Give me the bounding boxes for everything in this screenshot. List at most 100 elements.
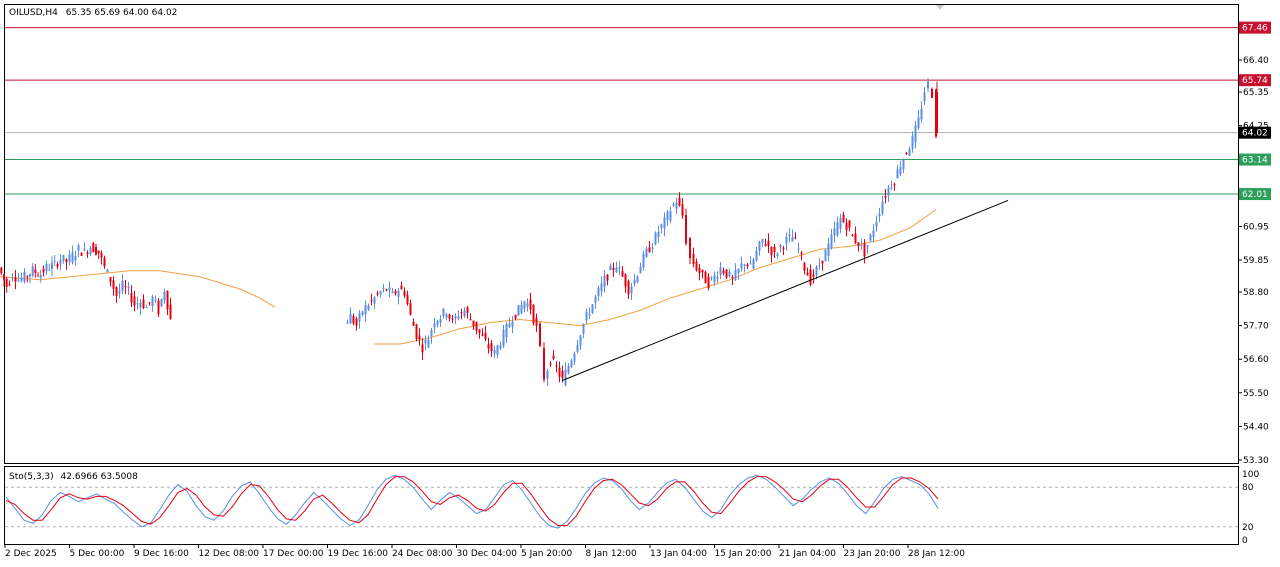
candle-bear (803, 263, 806, 271)
price-tick-label: 55.50 (1243, 389, 1269, 399)
time-tick-label: 13 Jan 04:00 (650, 549, 707, 559)
candle-bear (460, 312, 463, 314)
candle-bull (582, 324, 585, 334)
indicator-values: 42.6966 63.5008 (61, 472, 139, 482)
time-tick-label: 15 Jan 20:00 (715, 549, 772, 559)
chart-header: OILUSD,H4 65.35 65.69 64.00 64.02 (9, 8, 177, 18)
candle-bear (469, 319, 472, 321)
candle-bear (109, 277, 112, 282)
candle-bear (857, 242, 860, 247)
indicator-name: Sto(5,3,3) (9, 472, 54, 482)
candle-bull (749, 263, 752, 265)
candle-bull (594, 296, 597, 303)
trendline-line[interactable] (561, 199, 1009, 382)
candle-bull (523, 301, 526, 309)
candle-bull (824, 249, 827, 262)
candle-bull (600, 283, 603, 292)
candle-bear (65, 259, 68, 263)
stochastic-pane[interactable] (4, 466, 1239, 545)
candle-bear (490, 343, 493, 351)
candle-bear (707, 276, 710, 288)
candle-bear (166, 290, 169, 310)
candle-bull (68, 254, 71, 262)
candle-bull (83, 248, 86, 251)
candle-bear (148, 302, 151, 304)
candle-bull (875, 221, 878, 227)
candle-bull (836, 222, 839, 236)
candle-bull (23, 271, 26, 282)
time-tick-label: 21 Jan 04:00 (779, 549, 836, 559)
candle-bull (666, 211, 669, 220)
price-tick-label: 54.40 (1243, 422, 1269, 432)
candle-bear (770, 247, 773, 256)
candle-bull (672, 204, 675, 206)
candle-bull (427, 339, 430, 348)
candle-bear (848, 220, 851, 228)
candle-bear (842, 214, 845, 223)
candle-bull (454, 316, 457, 319)
candle-bear (767, 240, 770, 247)
time-axis: 2 Dec 2025 5 Dec 00:00 9 Dec 16:00 12 Dec 0… (4, 545, 965, 559)
candle-bear (692, 253, 695, 265)
stochastic-lines (5, 474, 939, 529)
price-tag-current (1239, 126, 1271, 139)
candle-bull (496, 345, 499, 355)
candle-bear (854, 233, 857, 243)
candle-bear (418, 335, 421, 340)
candle-bear (845, 222, 848, 231)
candle-bull (752, 259, 755, 269)
candle-bear (535, 317, 538, 326)
candle-bull (728, 271, 731, 277)
candle-bull (62, 255, 65, 261)
price-tag-label: 62.01 (1242, 190, 1268, 200)
stochastic-main-line (5, 474, 939, 529)
candle-bull (669, 211, 672, 221)
candle-bull (908, 148, 911, 156)
candle-bull (379, 291, 382, 295)
candle-bull (660, 224, 663, 228)
ohlc-values: 65.35 65.69 64.00 64.02 (66, 8, 178, 18)
candle-bull (364, 304, 367, 315)
candle-bull (139, 302, 142, 308)
price-tag-support (1239, 153, 1271, 166)
candle-bull (463, 310, 466, 317)
candle-bull (127, 286, 130, 289)
candle-bear (403, 290, 406, 296)
candle-bear (142, 299, 145, 308)
candle-bull (881, 201, 884, 214)
candle-bear (681, 204, 684, 216)
candles (0, 77, 938, 387)
candle-bear (56, 263, 59, 267)
scroll-marker-icon[interactable] (936, 5, 944, 10)
candle-bull (349, 314, 352, 324)
candle-bull (517, 305, 520, 316)
candle-bull (830, 234, 833, 248)
candle-bull (866, 245, 869, 248)
candle-bull (499, 345, 502, 349)
trendline[interactable] (561, 199, 1009, 382)
candle-bear (809, 269, 812, 285)
candle-bull (567, 365, 570, 374)
candle-bull (118, 290, 121, 294)
candle-bull (636, 276, 639, 283)
candle-bull (609, 265, 612, 271)
candle-bull (106, 269, 109, 273)
candle-bear (34, 269, 37, 273)
candle-bull (896, 169, 899, 179)
candle-bear (893, 183, 896, 185)
candle-bull (573, 353, 576, 362)
time-tick-label: 5 Jan 20:00 (521, 549, 573, 559)
candle-bear (478, 329, 481, 333)
stochastic-tick-label: 20 (1242, 523, 1254, 533)
price-tag-label: 65.74 (1242, 76, 1268, 86)
candle-bull (815, 267, 818, 275)
candle-bear (851, 234, 854, 237)
price-axis: 66.40 65.35 64.25 63.14 62.01 60.95 59.85 58.80… (1238, 56, 1269, 466)
price-pane[interactable] (4, 4, 1239, 464)
candle-bear (812, 274, 815, 277)
candle-bear (543, 348, 545, 380)
candle-bull (887, 187, 890, 196)
candle-bear (529, 299, 532, 310)
candle-bear (124, 285, 127, 287)
candle-bear (695, 261, 698, 271)
